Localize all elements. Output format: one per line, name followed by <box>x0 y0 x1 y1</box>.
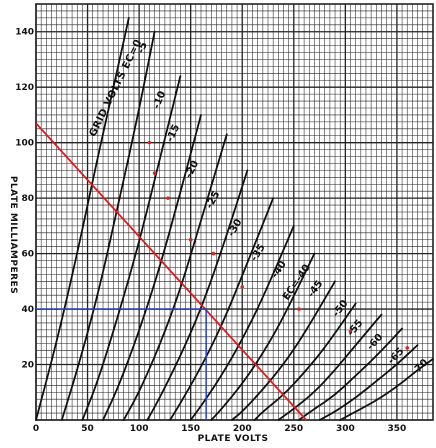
curve-ec-minus70 <box>339 358 434 421</box>
curve-ec-minus40 <box>210 252 316 421</box>
plot-frame <box>35 3 434 421</box>
y-tick-label: 140 <box>15 28 34 38</box>
curve-ec-minus50 <box>253 302 357 421</box>
curve-label: -20 <box>183 159 201 180</box>
x-tick-label: 200 <box>233 424 252 434</box>
x-tick-label: 150 <box>181 424 200 434</box>
y-tick-label: 120 <box>15 83 34 93</box>
overlay-layer <box>35 122 410 421</box>
curve-ec-minus25 <box>146 169 249 421</box>
y-tick-label: 60 <box>21 250 34 260</box>
curve-ec-minus55 <box>277 313 383 421</box>
curve-label: -40 <box>270 259 289 280</box>
curve-ec-0 <box>35 16 130 421</box>
marker-dot <box>188 237 193 242</box>
curve-ec-minus30 <box>169 197 275 421</box>
x-tick-label: 300 <box>336 424 355 434</box>
y-tick-label: 80 <box>21 194 34 204</box>
y-axis-title: PLATE MILLIAMPERES <box>8 176 18 294</box>
marker-dot <box>152 171 157 175</box>
curve-label: -45 <box>306 279 326 300</box>
x-axis-title: PLATE VOLTS <box>198 434 269 444</box>
curve-ec-minus15 <box>102 114 202 421</box>
y-tick-label: 100 <box>15 139 34 149</box>
x-tick-label: 350 <box>388 424 407 434</box>
y-tick-label: 20 <box>21 361 34 371</box>
marker-dot <box>166 196 170 200</box>
curve-label: -55 <box>345 318 365 339</box>
curve-label: -10 <box>151 90 168 111</box>
curve-ec-minus45 <box>231 280 336 421</box>
y-tick-label: 40 <box>21 305 34 315</box>
curve-label: -5 <box>136 41 150 55</box>
curve-ec-minus60 <box>298 327 403 421</box>
x-tick-label: 100 <box>130 424 149 434</box>
curve-ec-minus35 <box>189 224 295 421</box>
curve-label: -65 <box>386 346 406 367</box>
curve-ec-minus20 <box>122 133 228 421</box>
curve-layer <box>35 16 434 421</box>
curve-ec-minus5 <box>60 30 156 421</box>
marker-dot <box>348 329 353 334</box>
x-tick-label: 250 <box>284 424 303 434</box>
marker-dot <box>405 346 410 350</box>
marker-dot <box>147 140 152 145</box>
marker-dot <box>297 307 301 311</box>
curve-label: -25 <box>204 189 222 210</box>
curve-ec-minus65 <box>318 344 419 421</box>
load-line <box>35 122 307 421</box>
x-tick-label: 50 <box>81 424 94 434</box>
marker-dot <box>211 251 216 256</box>
marker-dot <box>240 285 245 289</box>
x-tick-label: 0 <box>33 424 39 434</box>
curve-ec-minus10 <box>81 75 182 421</box>
